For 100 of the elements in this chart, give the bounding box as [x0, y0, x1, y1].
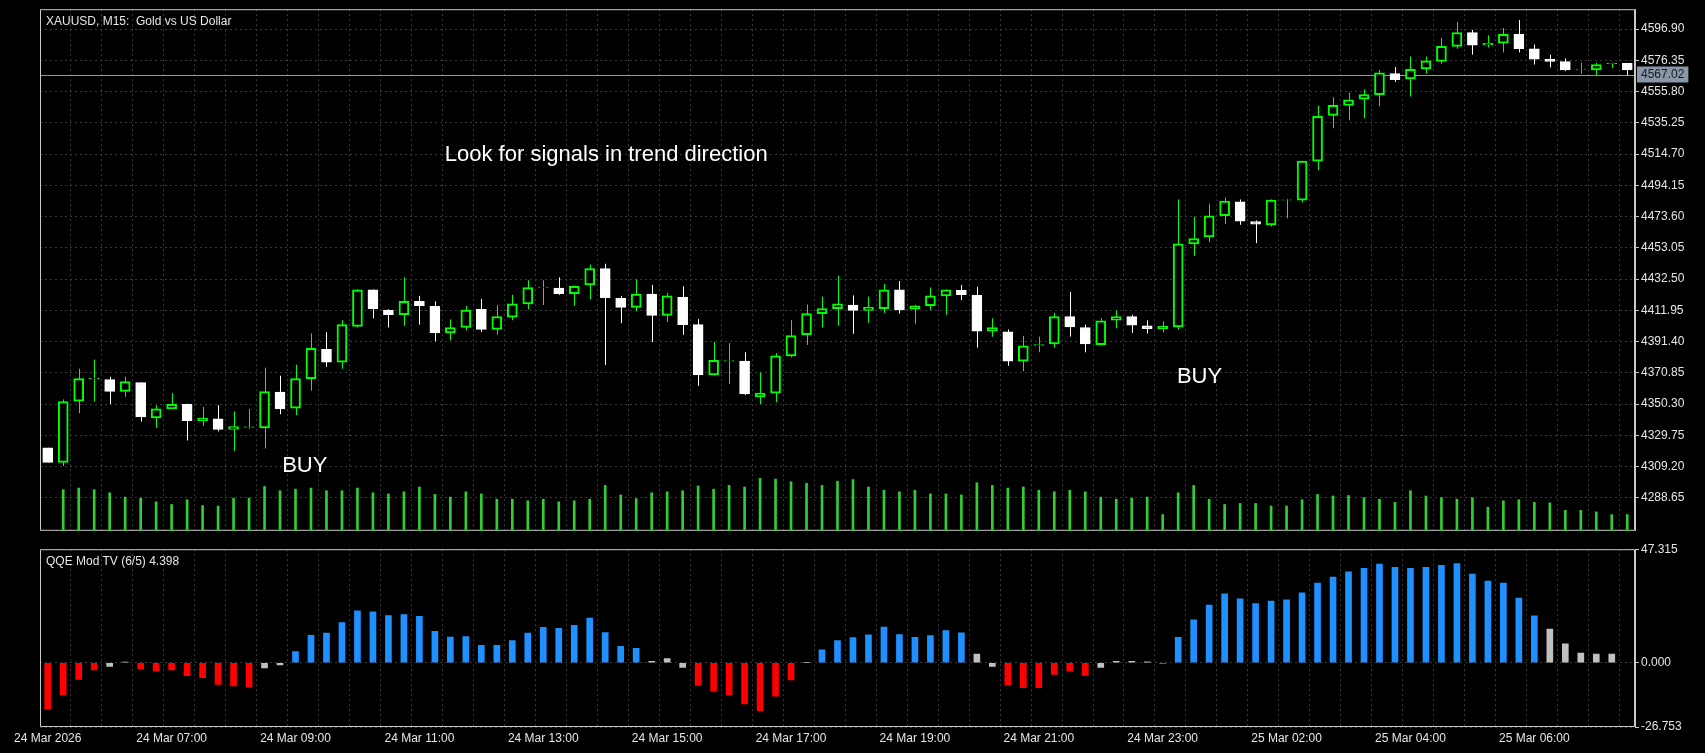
- x-tick-label: 24 Mar 2026: [14, 730, 82, 745]
- bar: [898, 491, 901, 531]
- bar: [92, 489, 96, 531]
- bar: [44, 662, 52, 710]
- bar: [989, 662, 996, 667]
- bar: [261, 662, 268, 669]
- candlestick: [522, 279, 534, 310]
- bar: [1376, 563, 1383, 663]
- bar: [960, 494, 963, 531]
- bar: [681, 490, 684, 531]
- bar: [541, 498, 545, 531]
- bar: [214, 662, 222, 685]
- bar: [1068, 489, 1072, 531]
- candlestick: [212, 404, 224, 432]
- bar: [1192, 485, 1195, 531]
- y-tick-label: 4535.25: [1641, 115, 1685, 130]
- bar: [325, 490, 328, 531]
- bar: [369, 611, 377, 663]
- chart-title: QQE Mod TV (6/5) 4.398: [46, 553, 180, 568]
- bar: [1221, 593, 1228, 663]
- bar: [139, 497, 142, 531]
- annotation: Look for signals in trend direction: [444, 141, 768, 167]
- bar: [1236, 598, 1244, 663]
- candlestick: [414, 295, 425, 326]
- bar: [1345, 571, 1352, 663]
- bar: [123, 496, 127, 531]
- bar: [90, 662, 98, 671]
- bar: [1471, 497, 1474, 531]
- candlestick: [88, 359, 100, 403]
- bar: [59, 662, 67, 696]
- bar: [1161, 514, 1165, 531]
- bar: [106, 662, 114, 667]
- bar: [1515, 597, 1523, 663]
- bar: [973, 653, 981, 663]
- bar: [1610, 514, 1614, 531]
- bar: [632, 648, 640, 663]
- bar: [1594, 511, 1598, 531]
- x-tick-label: 24 Mar 15:00: [631, 730, 703, 745]
- bar: [292, 651, 299, 663]
- candlestick: [491, 304, 503, 336]
- candlestick: [816, 296, 828, 328]
- bar: [400, 614, 408, 663]
- candlestick: [1327, 96, 1339, 129]
- candlestick: [630, 278, 642, 312]
- candlestick: [1343, 92, 1354, 121]
- bar: [307, 635, 315, 663]
- bar: [603, 485, 607, 531]
- candlestick: [1234, 198, 1246, 226]
- bar: [774, 478, 777, 531]
- bar: [586, 617, 594, 663]
- bar: [834, 640, 841, 663]
- bar: [323, 632, 330, 663]
- y-tick-label: 47.315: [1641, 541, 1679, 556]
- bar: [634, 498, 638, 531]
- bar: [867, 486, 870, 531]
- candlestick: [445, 318, 456, 341]
- bar: [570, 625, 578, 663]
- bar: [1329, 576, 1337, 663]
- x-tick-label: 24 Mar 07:00: [136, 730, 208, 745]
- bar: [725, 662, 733, 696]
- bar: [1035, 662, 1043, 689]
- bar: [1314, 582, 1321, 663]
- bar: [1285, 505, 1288, 531]
- bar: [1409, 490, 1412, 531]
- bar: [508, 640, 516, 663]
- x-tick-label: 24 Mar 13:00: [507, 730, 579, 745]
- bar: [1252, 603, 1259, 663]
- candlestick: [925, 286, 936, 311]
- bar: [539, 626, 547, 663]
- bar: [1625, 514, 1629, 531]
- bar: [495, 498, 499, 531]
- bar: [694, 662, 702, 686]
- bar: [1037, 489, 1041, 531]
- bar: [865, 634, 872, 663]
- y-tick-label: 4453.05: [1641, 240, 1685, 255]
- bar: [108, 492, 112, 531]
- bar: [929, 493, 932, 531]
- bar: [431, 631, 439, 663]
- bar: [743, 486, 746, 531]
- bar: [805, 482, 808, 531]
- bar: [1114, 498, 1118, 531]
- bar: [1453, 563, 1461, 663]
- bar: [1502, 500, 1505, 531]
- bar: [1592, 653, 1600, 663]
- candlestick: [1126, 314, 1138, 334]
- candlestick: [119, 376, 131, 398]
- bar: [1440, 497, 1443, 531]
- y-tick-label: 4411.95: [1641, 302, 1684, 317]
- bar: [416, 616, 423, 663]
- bar: [1546, 628, 1554, 663]
- candlestick: [476, 298, 487, 333]
- bar: [201, 505, 204, 531]
- candlestick: [197, 406, 208, 427]
- candlestick: [1064, 291, 1076, 338]
- y-tick-label: 4473.60: [1641, 208, 1685, 223]
- bar: [1176, 492, 1180, 531]
- y-tick-label: 4432.50: [1641, 271, 1685, 286]
- bar: [741, 662, 748, 705]
- bar: [1283, 599, 1290, 663]
- candlestick: [785, 319, 797, 358]
